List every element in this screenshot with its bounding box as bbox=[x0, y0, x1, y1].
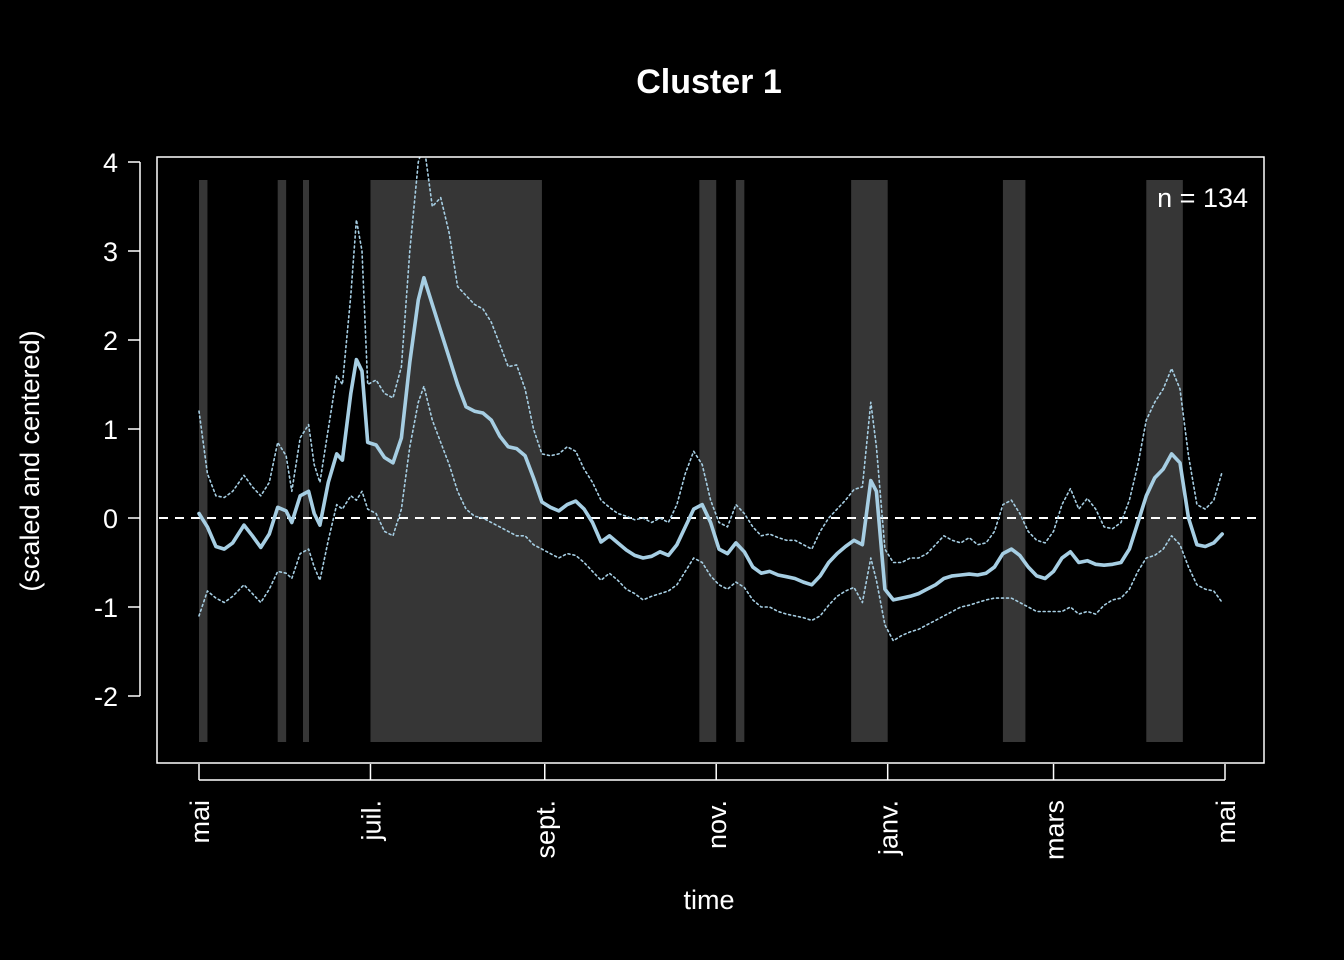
x-tick-label: sept. bbox=[531, 800, 561, 859]
confidence-band-line bbox=[198, 385, 1223, 642]
x-tick-label: nov. bbox=[702, 800, 732, 849]
x-tick-label: janv. bbox=[874, 800, 904, 856]
shaded-period bbox=[303, 180, 310, 742]
shaded-period bbox=[699, 180, 717, 742]
shaded-period bbox=[735, 180, 745, 742]
shaded-period bbox=[199, 180, 208, 742]
chart-title: Cluster 1 bbox=[636, 63, 782, 101]
shaded-period bbox=[851, 180, 888, 742]
series-group bbox=[197, 157, 1224, 642]
x-tick-label: mars bbox=[1040, 800, 1070, 860]
shaded-period bbox=[1002, 180, 1026, 742]
y-axis-title: (scaled and centered) bbox=[15, 330, 45, 591]
x-tick-label: mai bbox=[1211, 800, 1241, 844]
shaded-period bbox=[277, 180, 287, 742]
mean-line bbox=[197, 275, 1224, 602]
x-axis-title: time bbox=[683, 885, 734, 915]
shaded-period bbox=[370, 180, 542, 742]
y-tick-label: 1 bbox=[103, 415, 118, 445]
shaded-periods bbox=[199, 180, 1183, 742]
y-tick-label: 2 bbox=[103, 326, 118, 356]
confidence-band-line bbox=[198, 157, 1223, 564]
y-axis: 4 3 2 1 0 -1 -2 bbox=[94, 148, 141, 712]
x-axis: mai juil. sept. nov. janv. mars mai bbox=[185, 764, 1241, 860]
y-tick-label: -1 bbox=[94, 593, 118, 623]
y-tick-label: 3 bbox=[103, 237, 118, 267]
y-tick-label: 0 bbox=[103, 504, 118, 534]
x-tick-label: mai bbox=[185, 800, 215, 844]
count-annotation: n = 134 bbox=[1157, 183, 1248, 213]
x-tick-label: juil. bbox=[357, 800, 387, 842]
y-tick-label: 4 bbox=[103, 148, 118, 178]
plot-frame bbox=[156, 156, 1265, 764]
y-tick-label: -2 bbox=[94, 682, 118, 712]
